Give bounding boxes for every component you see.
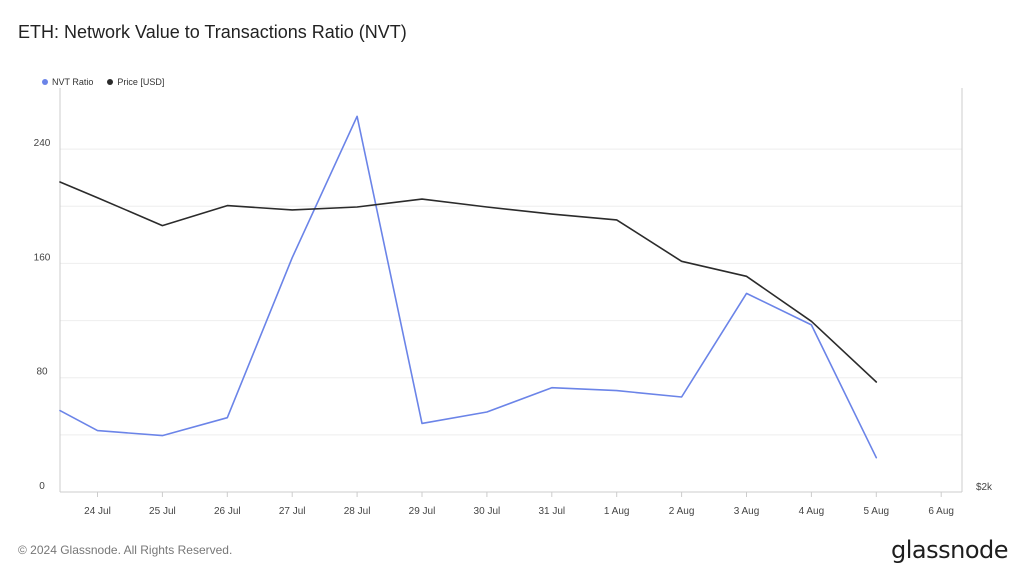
y-tick-label-240: 240 xyxy=(34,138,51,149)
chart-title: ETH: Network Value to Transactions Ratio… xyxy=(18,22,407,42)
x-tick-label-11: 4 Aug xyxy=(799,506,825,517)
legend-dot-price xyxy=(107,79,114,85)
glassnode-logo: glassnode xyxy=(890,536,1009,564)
legend-label-price: Price [USD] xyxy=(117,77,165,87)
x-tick-label-3: 27 Jul xyxy=(279,506,306,517)
legend-item-price[interactable]: Price [USD] xyxy=(107,77,164,87)
x-tick-label-8: 1 Aug xyxy=(604,506,630,517)
y-tick-label-160: 160 xyxy=(34,252,51,263)
x-tick-label-12: 5 Aug xyxy=(864,506,890,517)
x-tick-label-0: 24 Jul xyxy=(84,506,111,517)
x-tick-label-9: 2 Aug xyxy=(669,506,695,517)
copyright-text: © 2024 Glassnode. All Rights Reserved. xyxy=(18,543,233,557)
legend-dot-nvt xyxy=(42,79,48,85)
chart-legend: NVT Ratio Price [USD] xyxy=(42,77,164,87)
series-line-nvt-ratio xyxy=(59,115,878,459)
axis-layer xyxy=(59,88,963,497)
legend-item-nvt[interactable]: NVT Ratio xyxy=(42,77,93,87)
x-tick-label-2: 26 Jul xyxy=(214,506,241,517)
x-tick-label-5: 29 Jul xyxy=(409,506,436,517)
y-right-tick-label: $2k xyxy=(976,482,993,493)
label-layer: 0 80 160 240 $2k 24 Jul 25 Jul 26 Jul 27 Jul 28 J… xyxy=(34,138,993,517)
x-tick-label-1: 25 Jul xyxy=(149,506,176,517)
legend-label-nvt: NVT Ratio xyxy=(52,77,94,87)
y-tick-label-80: 80 xyxy=(36,367,48,378)
series-layer xyxy=(59,115,878,459)
grid-layer xyxy=(60,148,962,436)
x-tick-label-4: 28 Jul xyxy=(344,506,371,517)
x-tick-label-6: 30 Jul xyxy=(474,506,501,517)
x-tick-label-13: 6 Aug xyxy=(928,506,954,517)
x-tick-label-7: 31 Jul xyxy=(538,506,565,517)
y-tick-label-0: 0 xyxy=(39,481,45,492)
x-tick-label-10: 3 Aug xyxy=(734,506,760,517)
series-line-price-usd xyxy=(59,181,878,383)
